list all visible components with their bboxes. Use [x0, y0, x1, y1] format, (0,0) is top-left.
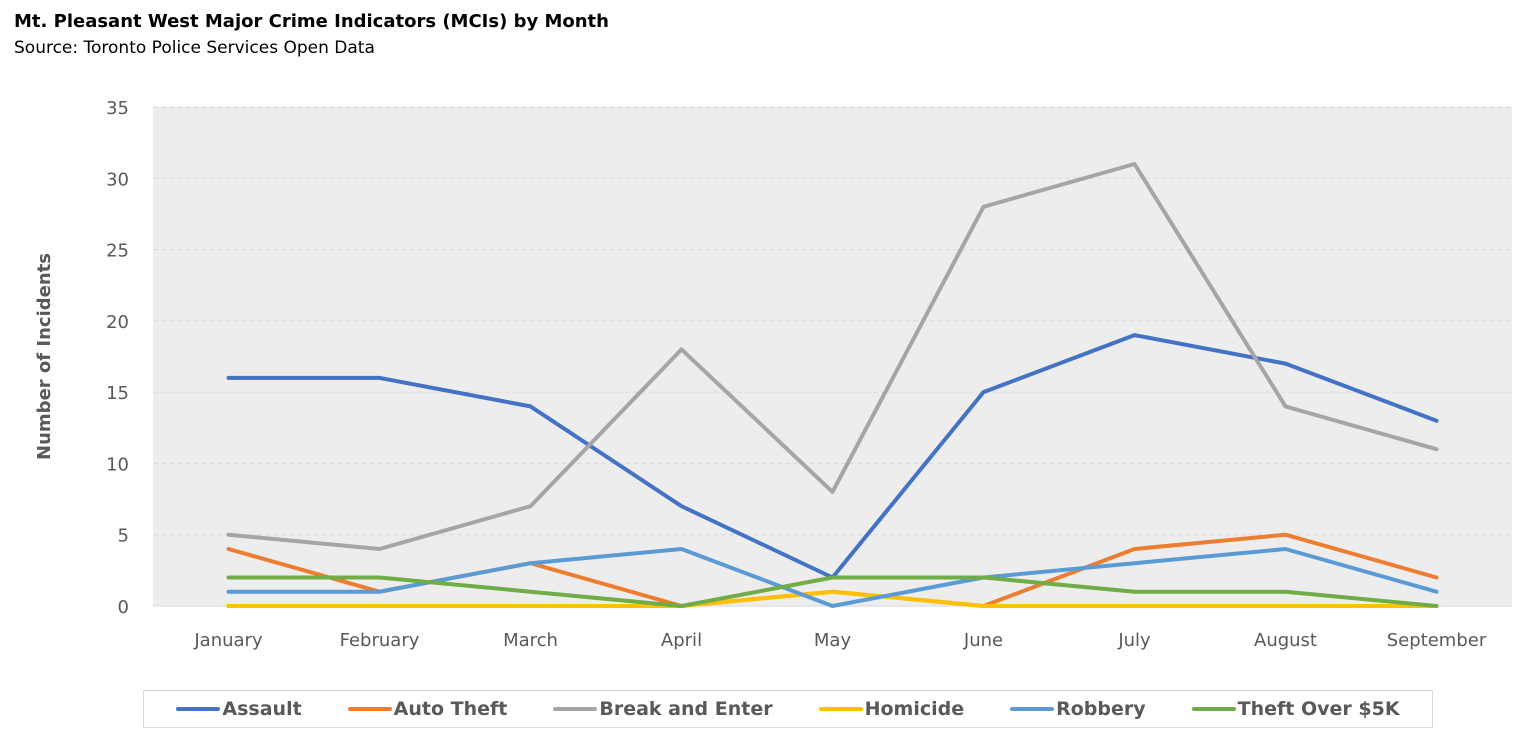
legend-swatch: [553, 707, 598, 711]
legend-item: Auto Theft: [347, 698, 508, 720]
legend-item: Homicide: [818, 698, 965, 720]
x-tick-label: April: [661, 630, 702, 651]
x-tick-label: May: [814, 630, 852, 651]
series-line-theft-over-5k: [226, 575, 1439, 608]
legend-label: Auto Theft: [393, 698, 508, 720]
legend-label: Homicide: [864, 698, 965, 720]
chart-legend: Assault Auto Theft Break and Enter Homicide…: [143, 690, 1433, 728]
y-tick-label: 20: [106, 312, 129, 333]
y-tick-label: 35: [106, 98, 129, 119]
x-tick-label: August: [1254, 630, 1317, 651]
series-line-homicide: [226, 589, 1439, 608]
plot-area: [153, 107, 1512, 606]
title-block: Mt. Pleasant West Major Crime Indicators…: [14, 10, 609, 62]
legend-item: Break and Enter: [553, 698, 773, 720]
chart-title: Mt. Pleasant West Major Crime Indicators…: [14, 11, 609, 32]
x-tick-label: July: [1117, 630, 1151, 651]
legend-item: Robbery: [1010, 698, 1146, 720]
legend-label: Robbery: [1056, 698, 1146, 720]
legend-swatch: [1010, 707, 1055, 711]
legend-item: Theft Over $5K: [1191, 698, 1400, 720]
legend-label: Assault: [222, 698, 302, 720]
y-axis-title: Number of Incidents: [34, 253, 55, 460]
legend-label: Break and Enter: [599, 698, 773, 720]
y-tick-label: 0: [118, 597, 129, 618]
legend-swatch: [347, 707, 392, 711]
legend-swatch: [818, 707, 863, 711]
x-tick-label: January: [193, 630, 263, 651]
x-tick-label: September: [1387, 630, 1487, 651]
line-chart: 0 5 10 15 20 25 30 35 January February March April M…: [34, 98, 1512, 651]
series-line-break-and-enter: [226, 162, 1439, 551]
legend-swatch: [176, 707, 221, 711]
legend-label: Theft Over $5K: [1237, 698, 1400, 720]
legend-item: Assault: [176, 698, 302, 720]
y-tick-label: 15: [106, 383, 129, 404]
x-tick-label: March: [503, 630, 558, 651]
x-tick-label: February: [340, 630, 420, 651]
legend-swatch: [1191, 707, 1236, 711]
y-tick-label: 25: [106, 241, 129, 262]
y-tick-label: 5: [118, 526, 129, 547]
x-tick-label: June: [963, 630, 1003, 651]
y-tick-label: 10: [106, 454, 129, 475]
y-tick-label: 30: [106, 169, 129, 190]
chart-subtitle: Source: Toronto Police Services Open Dat…: [14, 38, 375, 58]
